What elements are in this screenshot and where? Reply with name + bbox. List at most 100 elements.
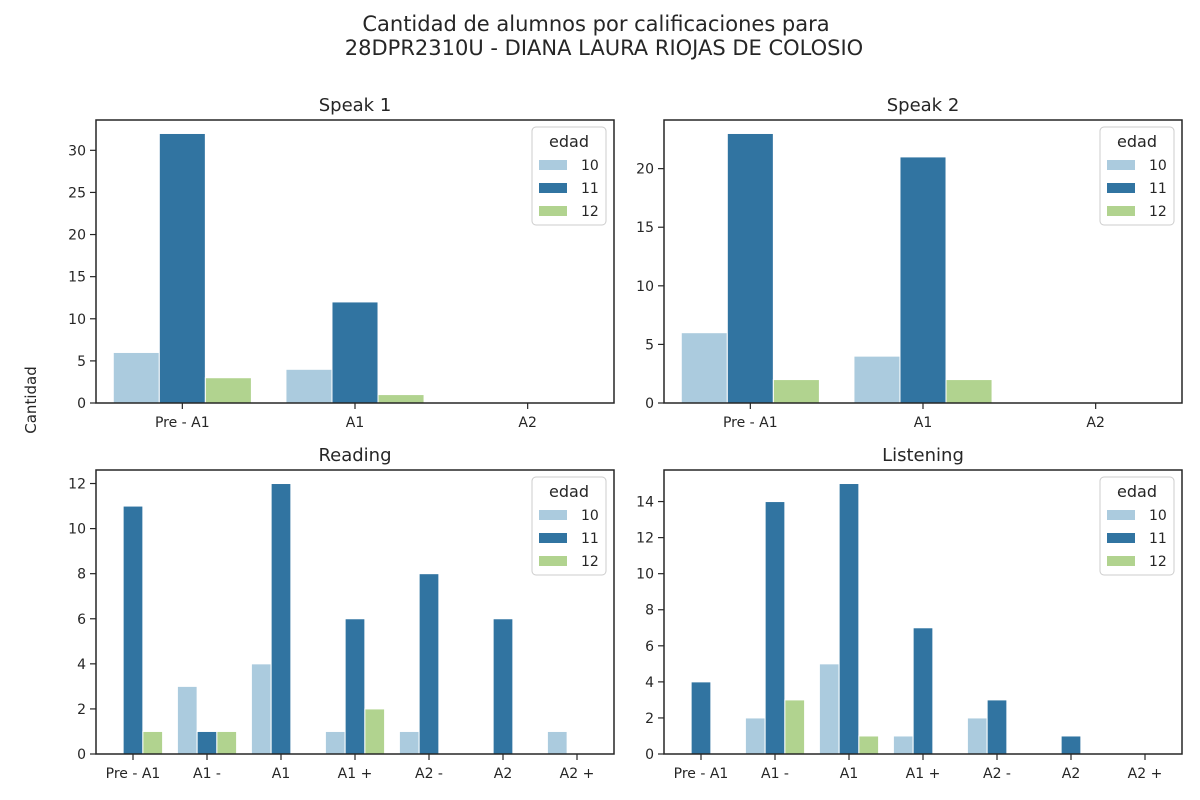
panel-1-legend-swatch-10 [539,160,567,170]
panel-4-legend-swatch-12 [1107,556,1135,566]
panel-3-xtick-label: Pre - A1 [106,766,161,782]
panel-3-legend-box [531,476,607,576]
panel-4-legend-box [1099,476,1175,576]
panel-3-ytick-label: 8 [77,567,86,583]
panel-3-bar-12-2 [216,730,238,755]
panel-2-xtick-label: A2 [1086,415,1104,431]
panel-3-xtick-label: A1 + [338,766,373,782]
panel-3-bar-10-2 [176,685,198,755]
panel-4-ytick-label: 6 [645,639,654,655]
panel-4-bar-11-1 [690,681,712,755]
panel-2-legend-label-12: 12 [1149,204,1167,220]
panel-1-ytick-label: 10 [68,312,86,328]
panel-1-ytick-label: 20 [68,228,86,244]
panel-4-ytick-label: 0 [645,747,654,763]
panel-3-legend-label-11: 11 [581,531,599,547]
panel-2-ytick-label: 0 [645,396,654,412]
panel-1-legend-swatch-11 [539,183,567,193]
panel-2-bar-12-1 [772,379,820,404]
panel-2-bar-10-2 [853,355,901,404]
panel-3-bar-10-3 [250,663,272,755]
panel-2-bar-11-2 [899,156,947,404]
panel-4-xtick-label: A2 + [1128,766,1163,782]
panel-4-frame [663,469,1183,755]
panel-2-ytick-label: 15 [636,220,654,236]
figure-title-line1: Cantidad de alumnos por calificaciones p… [362,12,829,36]
panel-4-bar-11-4 [912,627,934,755]
panel-2-legend-swatch-10 [1107,160,1135,170]
panel-4-bar-11-2 [764,501,786,755]
panel-2-legend-title: edad [1117,132,1157,151]
panel-3-bar-11-3 [270,483,292,755]
panel-2-xtick-label: A1 [914,415,932,431]
panel-2-legend-swatch-12 [1107,206,1135,216]
panel-3-bar-11-4 [344,618,366,755]
panel-2-bar-11-1 [726,132,774,404]
panel-4-xtick-label: A1 - [761,766,789,782]
panel-2-xtick-label: Pre - A1 [723,415,778,431]
panel-1-ytick-label: 25 [68,185,86,201]
panel-4-bar-12-2 [784,699,806,755]
panel-1-legend-title: edad [549,132,589,151]
panel-3-bar-11-2 [196,730,218,755]
panel-1-bar-11-1 [158,132,206,404]
panel-4-legend-swatch-11 [1107,533,1135,543]
panel-4-bar-10-2 [744,717,766,755]
panel-1-ytick-label: 5 [77,354,86,370]
panel-3-bar-10-7 [546,730,568,755]
panel-3-ytick-label: 10 [68,522,86,538]
panel-4-ytick-label: 8 [645,603,654,619]
panel-3-legend-title: edad [549,482,589,501]
panel-2-bar-10-1 [680,332,728,404]
panel-4-ytick-label: 12 [636,531,654,547]
panel-3-frame [95,469,615,755]
panel-4-bar-10-4 [892,735,914,755]
panel-3-ytick-label: 4 [77,657,86,673]
panel-3-bar-12-1 [142,730,164,755]
panel-4-bar-10-3 [818,663,840,755]
panel-1-bar-10-1 [112,351,160,404]
panel-4-bar-11-3 [838,483,860,755]
panel-2-title: Speak 2 [887,95,960,116]
panel-1-legend-label-10: 10 [581,158,599,174]
panel-2-legend-label-11: 11 [1149,181,1167,197]
panel-4-xtick-label: A2 - [983,766,1011,782]
panel-2-ytick-label: 20 [636,162,654,178]
panel-4-xtick-label: A2 [1062,766,1080,782]
panel-3-bar-10-4 [324,730,346,755]
panel-4-legend-title: edad [1117,482,1157,501]
figure-title-line2: 28DPR2310U - DIANA LAURA RIOJAS DE COLOS… [345,36,863,60]
panel-3-xtick-label: A1 [272,766,290,782]
panel-2-ytick-label: 5 [645,337,654,353]
panel-1-xtick-label: A1 [346,415,364,431]
panel-4-bar-12-3 [858,735,880,755]
panel-3-xtick-label: A2 [494,766,512,782]
panel-4-bar-11-5 [986,699,1008,755]
panel-1-legend-swatch-12 [539,206,567,216]
panel-3-legend-swatch-11 [539,533,567,543]
panel-2-frame [663,119,1183,404]
panel-4-ytick-label: 14 [636,495,654,511]
panel-3-bar-11-6 [492,618,514,755]
panel-1-legend-label-12: 12 [581,204,599,220]
panel-1-bar-12-2 [377,394,425,404]
panel-4-bar-10-5 [966,717,988,755]
panel-3-xtick-label: A2 - [415,766,443,782]
panel-2-legend-swatch-11 [1107,183,1135,193]
panel-1-bar-11-2 [331,301,379,404]
panel-1-xtick-label: Pre - A1 [155,415,210,431]
panel-3-ytick-label: 12 [68,477,86,493]
panel-3-legend-label-10: 10 [581,508,599,524]
panel-4-title: Listening [882,445,964,466]
panel-3-ytick-label: 0 [77,747,86,763]
y-axis-label: Cantidad [22,366,40,433]
panel-3-xtick-label: A2 + [560,766,595,782]
panel-4-legend-label-11: 11 [1149,531,1167,547]
panel-1-ytick-label: 30 [68,143,86,159]
panel-1-legend-label-11: 11 [581,181,599,197]
panel-2-ytick-label: 10 [636,279,654,295]
panel-2-bar-12-2 [945,379,993,404]
panel-4-legend-swatch-10 [1107,510,1135,520]
panel-3-xtick-label: A1 - [193,766,221,782]
panel-4-ytick-label: 10 [636,567,654,583]
